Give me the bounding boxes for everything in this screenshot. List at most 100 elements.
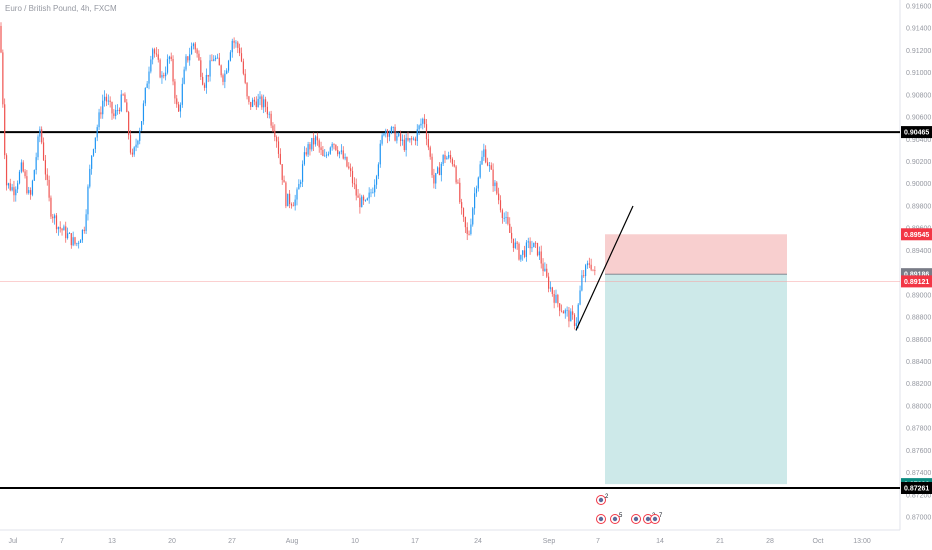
candle-body xyxy=(488,165,490,167)
candle-body xyxy=(285,182,287,207)
candle-body xyxy=(287,193,289,207)
price-tag-resistance-text: 0.90465 xyxy=(904,130,929,137)
event-count: 7 xyxy=(659,513,663,519)
candle-body xyxy=(522,250,524,255)
candle-body xyxy=(57,227,59,230)
candle-body xyxy=(150,59,152,72)
candle-body xyxy=(168,56,170,60)
candle-body xyxy=(266,106,268,115)
candle-body xyxy=(211,60,213,62)
candle-body xyxy=(422,118,424,124)
candle-body xyxy=(237,42,239,48)
candle-body xyxy=(490,165,492,170)
candle-body xyxy=(126,102,128,113)
candle-body xyxy=(520,254,522,260)
candle-body xyxy=(146,83,148,88)
candle-body xyxy=(577,304,579,324)
candle-body xyxy=(324,155,326,157)
candle-body xyxy=(135,144,137,148)
candle-body xyxy=(514,242,516,248)
price-tick-label: 0.87000 xyxy=(906,515,931,522)
price-tick-label: 0.90800 xyxy=(906,92,931,99)
candle-body xyxy=(492,169,494,187)
candle-body xyxy=(468,233,470,235)
candle-body xyxy=(33,170,35,181)
candle-body xyxy=(370,192,372,194)
candle-body xyxy=(9,183,11,191)
candle-body xyxy=(451,159,453,165)
candle-body xyxy=(394,127,396,141)
candle-body xyxy=(363,196,365,201)
event-marker-dot xyxy=(645,516,651,522)
candle-body xyxy=(437,167,439,174)
candle-body xyxy=(366,198,368,200)
candle-body xyxy=(466,227,468,234)
candle-body xyxy=(224,73,226,82)
candle-body xyxy=(24,171,26,177)
candle-body xyxy=(18,171,21,184)
candle-body xyxy=(411,138,413,140)
candle-body xyxy=(414,138,416,141)
candle-body xyxy=(424,118,426,125)
candle-body xyxy=(220,65,222,76)
price-tag-current xyxy=(901,275,932,288)
candle-body xyxy=(351,171,354,184)
event-marker-dot xyxy=(598,516,604,522)
candle-body xyxy=(560,310,563,312)
candle-body xyxy=(153,49,156,54)
candle-body xyxy=(7,183,9,186)
candle-body xyxy=(507,216,509,224)
candle-body xyxy=(65,226,67,239)
candle-body xyxy=(327,153,330,155)
candle-body xyxy=(41,129,43,143)
candle-body xyxy=(102,100,104,115)
candle-body xyxy=(320,147,322,150)
candle-body xyxy=(5,155,8,186)
candle-body xyxy=(202,76,204,85)
candle-body xyxy=(26,176,28,194)
event-marker-dot xyxy=(612,516,618,522)
time-tick-label: 17 xyxy=(411,538,419,545)
candle-body xyxy=(142,103,145,122)
candle-body xyxy=(549,287,552,289)
candle-body xyxy=(161,75,163,78)
candle-body xyxy=(449,155,452,160)
candle-body xyxy=(531,247,533,249)
candle-body xyxy=(457,182,459,184)
candle-body xyxy=(557,294,559,304)
candle-body xyxy=(496,182,498,194)
candle-body xyxy=(189,54,191,61)
candle-body xyxy=(72,237,74,246)
candle-body xyxy=(387,130,389,137)
candle-body xyxy=(340,150,342,152)
candle-body xyxy=(185,56,187,70)
candle-body xyxy=(52,216,54,219)
candle-body xyxy=(562,311,564,314)
candle-body xyxy=(486,162,489,166)
event-count: 5 xyxy=(619,513,623,519)
candle-body xyxy=(179,104,182,112)
candle-body xyxy=(300,181,302,184)
candle-body xyxy=(268,113,270,115)
time-tick-label: 21 xyxy=(716,538,724,545)
candle-body xyxy=(229,52,231,61)
candle-body xyxy=(253,99,256,102)
candle-body xyxy=(331,143,333,148)
candle-body xyxy=(139,130,141,141)
time-tick-label: 24 xyxy=(474,538,482,545)
candle-body xyxy=(409,138,411,141)
candle-body xyxy=(453,164,455,167)
candle-body xyxy=(163,75,165,77)
price-tick-label: 0.89400 xyxy=(906,248,931,255)
candle-body xyxy=(231,40,233,53)
candle-body xyxy=(586,263,589,266)
candle-body xyxy=(181,83,183,105)
candle-body xyxy=(396,135,398,141)
candle-body xyxy=(398,133,400,136)
candle-body xyxy=(39,129,41,137)
price-tick-label: 0.91000 xyxy=(906,70,931,77)
candle-body xyxy=(377,164,379,177)
candle-body xyxy=(128,112,130,136)
candle-body xyxy=(503,217,505,219)
